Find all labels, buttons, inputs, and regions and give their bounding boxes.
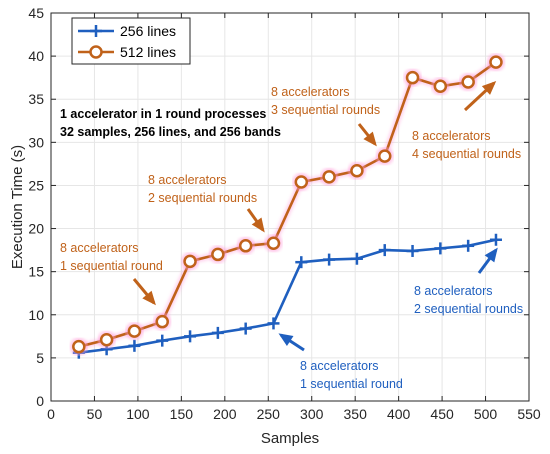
annotation-text-line: 4 sequential rounds: [412, 147, 521, 161]
data-point: [350, 252, 363, 265]
x-tick-label: 450: [430, 406, 454, 422]
data-point: [127, 324, 142, 338]
x-tick-label: 150: [170, 406, 194, 422]
x-tick-label: 550: [517, 406, 541, 422]
series-512-lines: [69, 53, 505, 356]
annotation-arrow-head: [481, 80, 497, 95]
annotation-text-line: 8 accelerators: [412, 129, 491, 143]
data-point: [267, 317, 280, 330]
y-axis-label: Execution Time (s): [9, 145, 26, 269]
legend-item-256-lines: 256 lines: [78, 23, 176, 39]
data-point: [72, 339, 86, 354]
y-tick-label: 0: [36, 393, 44, 409]
annotation-text-line: 8 accelerators: [271, 85, 350, 99]
x-tick-label: 250: [257, 406, 281, 422]
plot-frame: [50, 12, 530, 402]
annotation-1: 1 accelerator in 1 round processes 32 sam…: [60, 107, 281, 139]
x-tick-label: 200: [213, 406, 237, 422]
data-point: [295, 256, 308, 269]
annotation-2: 8 accelerators 1 sequential round: [60, 241, 163, 306]
data-point: [238, 239, 253, 253]
annotation-text-line: 1 sequential round: [60, 259, 163, 273]
annotation-text-line: 32 samples, 256 lines, and 256 bands: [60, 125, 281, 139]
data-point: [378, 244, 391, 257]
annotations: 1 accelerator in 1 round processes 32 sam…: [60, 80, 523, 391]
annotation-text-line: 1 accelerator in 1 round processes: [60, 107, 266, 121]
axes: 0 50 100 150 200 250 300 350 400 450 500 550 0 5 10 15 2…: [9, 5, 541, 447]
data-point: [322, 170, 336, 184]
data-point: [434, 242, 447, 255]
annotation-text-line: 3 sequential rounds: [271, 103, 380, 117]
data-point: [433, 79, 448, 94]
data-point: [99, 333, 114, 347]
data-point: [211, 247, 225, 262]
annotation-text-line: 8 accelerators: [60, 241, 139, 255]
data-point: [184, 330, 197, 343]
data-point: [350, 164, 364, 178]
x-tick-label: 100: [126, 406, 150, 422]
data-point: [489, 55, 503, 69]
annotation-text-line: 8 accelerators: [300, 359, 379, 373]
annotation-6: 8 accelerators 1 sequential round: [278, 333, 403, 391]
legend-label: 256 lines: [120, 23, 176, 39]
annotation-3: 8 accelerators 2 sequential rounds: [148, 173, 265, 233]
annotation-arrow-head: [278, 333, 294, 347]
annotation-arrow-head: [251, 217, 265, 233]
data-point: [489, 233, 502, 246]
data-point: [266, 236, 281, 250]
annotation-text-line: 8 accelerators: [148, 173, 227, 187]
annotation-5: 8 accelerators 4 sequential rounds: [412, 80, 521, 161]
series-line: [78, 238, 497, 355]
annotation-text-line: 2 sequential rounds: [148, 191, 257, 205]
data-point: [461, 75, 475, 89]
data-point: [239, 322, 252, 335]
annotation-7: 8 accelerators 2 sequential rounds: [414, 247, 523, 316]
x-tick-label: 400: [387, 406, 411, 422]
x-tick-label: 50: [87, 406, 103, 422]
y-tick-label: 15: [28, 264, 44, 280]
y-tick-label: 25: [28, 177, 44, 193]
annotation-4: 8 accelerators 3 sequential rounds: [271, 85, 380, 147]
legend-item-512-lines: 512 lines: [78, 44, 176, 60]
data-point: [211, 326, 224, 339]
annotation-text-line: 8 accelerators: [414, 284, 493, 298]
data-point: [90, 25, 102, 37]
y-tick-label: 5: [36, 350, 44, 366]
data-point: [183, 254, 197, 269]
annotation-arrow-head: [142, 290, 156, 306]
data-point: [156, 334, 169, 347]
annotation-arrow-head: [363, 131, 377, 147]
y-tick-label: 40: [28, 48, 44, 64]
y-tick-label: 10: [28, 307, 44, 323]
x-tick-label: 350: [344, 406, 368, 422]
data-point: [155, 314, 169, 329]
legend: 256 lines 512 lines: [71, 17, 191, 65]
data-point: [294, 175, 309, 189]
annotation-arrow-head: [484, 247, 498, 263]
legend-label: 512 lines: [120, 44, 176, 60]
y-tick-label: 35: [28, 91, 44, 107]
series-256-lines: [72, 233, 502, 359]
x-axis-label: Samples: [261, 430, 319, 447]
series: [69, 53, 505, 359]
data-point: [406, 244, 419, 257]
data-point: [377, 149, 392, 163]
series-line: [78, 61, 497, 348]
data-point: [89, 45, 103, 59]
data-point: [405, 70, 420, 85]
annotation-text-line: 2 sequential rounds: [414, 302, 523, 316]
data-point: [323, 253, 336, 266]
x-tick-label: 0: [47, 406, 55, 422]
y-tick-label: 30: [28, 134, 44, 150]
annotation-text-line: 1 sequential round: [300, 377, 403, 391]
data-point: [128, 339, 141, 352]
x-tick-label: 300: [300, 406, 324, 422]
y-tick-label: 45: [28, 5, 44, 21]
y-tick-label: 20: [28, 221, 44, 237]
data-point: [462, 239, 475, 252]
x-tick-label: 500: [474, 406, 498, 422]
